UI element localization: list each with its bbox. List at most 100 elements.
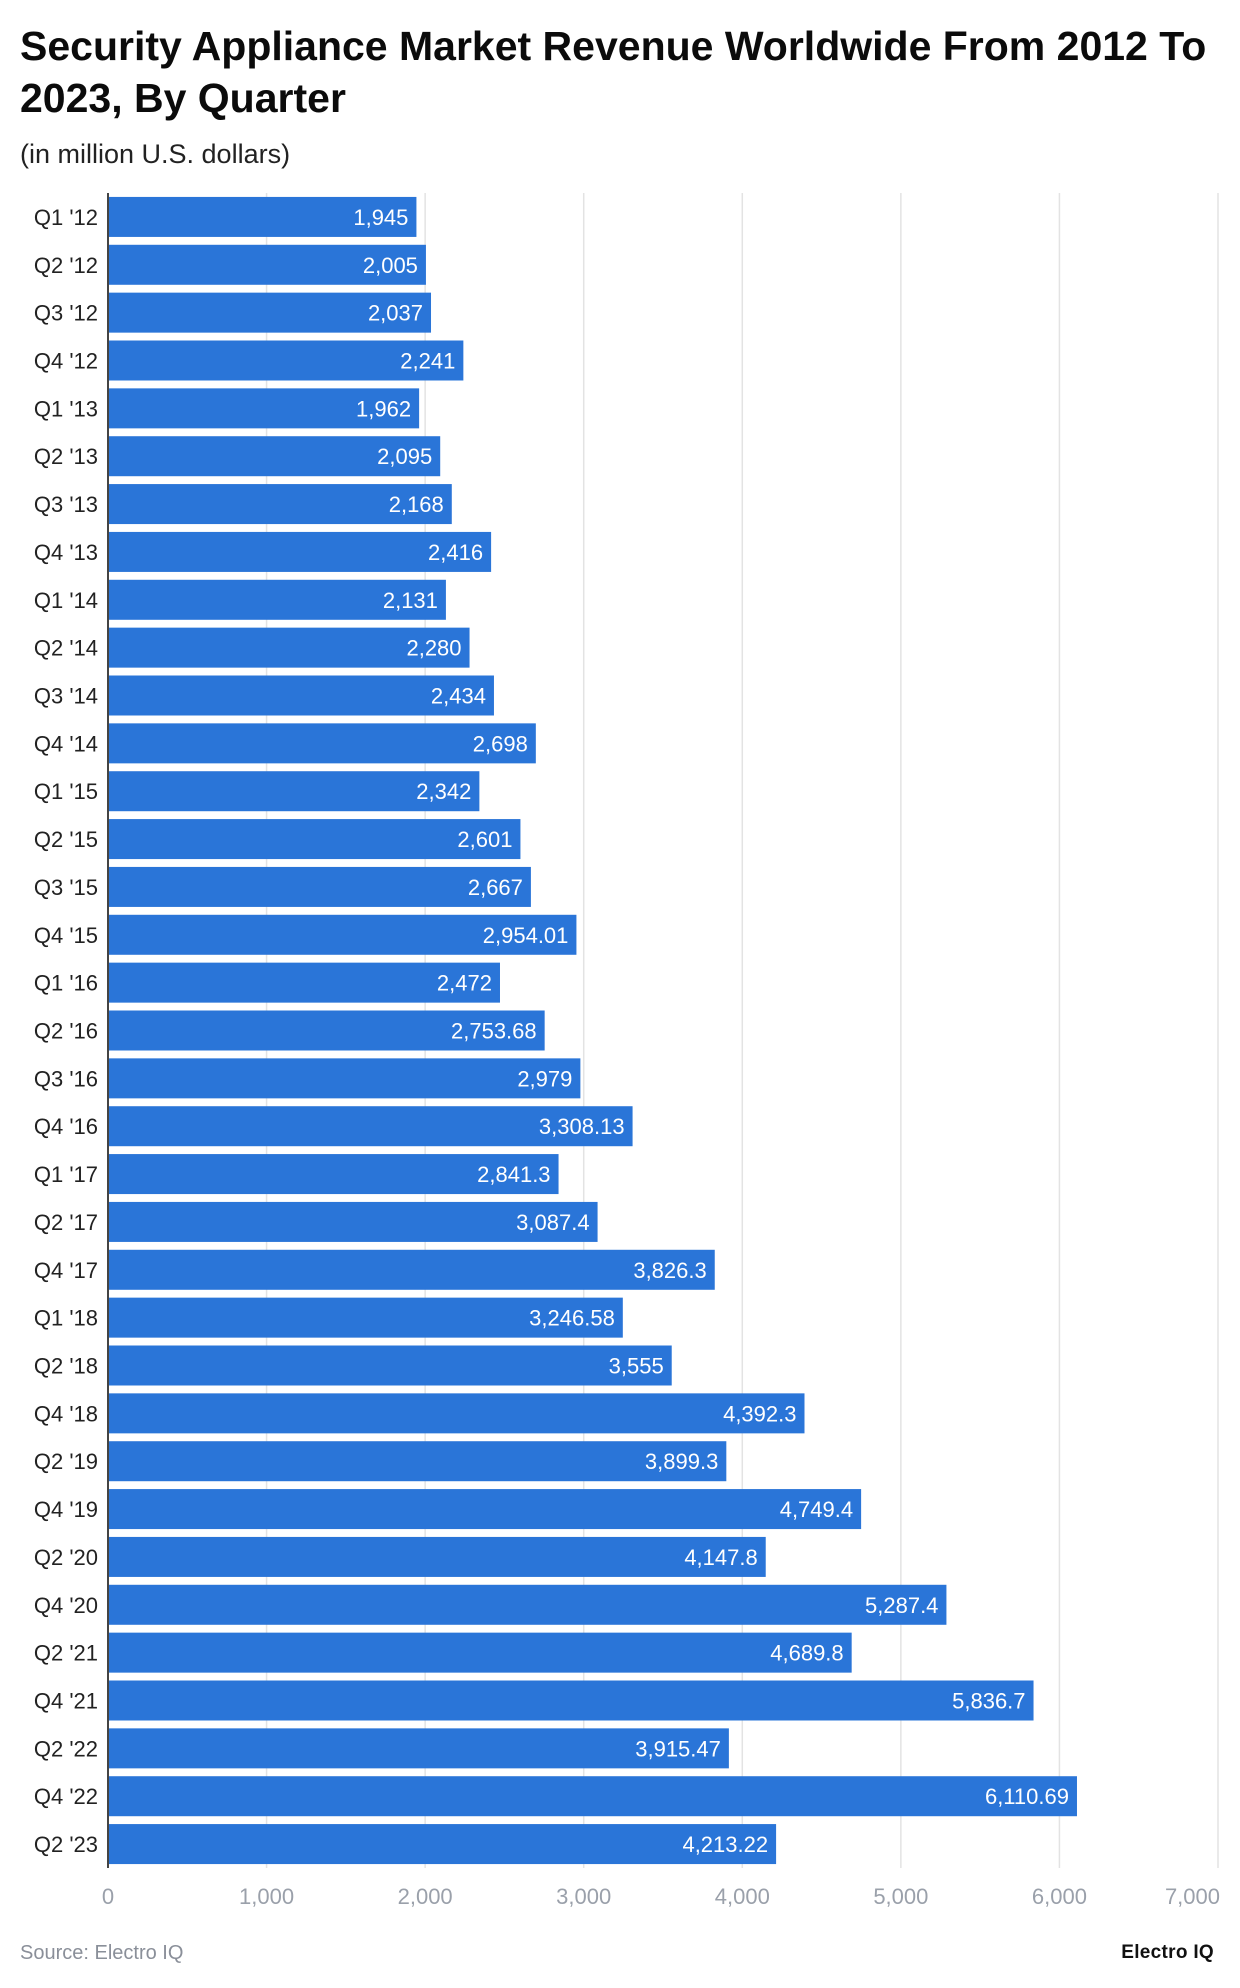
bar-value-label: 3,087.4 [516, 1210, 589, 1235]
bar [108, 1106, 633, 1147]
bar [108, 531, 492, 572]
x-tick-label: 2,000 [398, 1884, 453, 1909]
bar-value-label: 3,555 [609, 1354, 664, 1379]
bar-value-label: 2,601 [457, 827, 512, 852]
bar [108, 819, 521, 860]
bar [108, 1154, 559, 1195]
bar [108, 771, 480, 812]
bar-value-label: 2,841.3 [477, 1162, 550, 1187]
chart-title: Security Appliance Market Revenue Worldw… [20, 23, 1207, 121]
x-tick-label: 0 [102, 1884, 114, 1909]
bar [108, 1776, 1077, 1817]
category-label: Q4 '19 [34, 1497, 98, 1522]
bar [108, 1010, 545, 1051]
bar [108, 1728, 729, 1769]
category-label: Q2 '17 [34, 1210, 98, 1235]
bar-value-label: 2,667 [468, 875, 523, 900]
category-label: Q4 '16 [34, 1114, 98, 1139]
bar [108, 1441, 727, 1482]
bar-value-label: 3,246.58 [529, 1306, 615, 1331]
category-label: Q3 '12 [34, 301, 98, 326]
category-label: Q1 '17 [34, 1162, 98, 1187]
category-label: Q2 '15 [34, 827, 98, 852]
bar-value-label: 4,689.8 [770, 1641, 843, 1666]
category-label: Q2 '21 [34, 1641, 98, 1666]
bar [108, 196, 417, 237]
bar [108, 1489, 862, 1530]
category-label: Q2 '14 [34, 636, 98, 661]
category-label: Q2 '23 [34, 1832, 98, 1857]
category-label: Q4 '20 [34, 1593, 98, 1618]
category-label: Q4 '18 [34, 1401, 98, 1426]
category-label: Q3 '16 [34, 1066, 98, 1091]
x-tick-label: 1,000 [239, 1884, 294, 1909]
bar-value-label: 2,698 [473, 731, 528, 756]
bar-value-label: 5,836.7 [952, 1689, 1025, 1714]
bar [108, 388, 420, 429]
bar [108, 1345, 672, 1386]
bar [108, 1249, 715, 1290]
source-note: Source: Electro IQ [20, 1942, 184, 1964]
bar-value-label: 4,749.4 [780, 1497, 853, 1522]
bar-chart: 1,945 Q1 '12 2,005 Q2 '12 2,037 Q3 '12 2,241 Q4… [34, 193, 1220, 1909]
bar-value-label: 2,005 [363, 253, 418, 278]
bar [108, 244, 426, 285]
bar-value-label: 2,342 [416, 779, 471, 804]
category-label: Q1 '13 [34, 396, 98, 421]
bar-value-label: 2,979 [517, 1066, 572, 1091]
bar-value-label: 4,213.22 [682, 1832, 768, 1857]
bar-value-label: 3,308.13 [539, 1114, 625, 1139]
bar [108, 292, 432, 333]
category-label: Q1 '14 [34, 588, 98, 613]
bar [108, 1393, 805, 1434]
bar-value-label: 4,392.3 [723, 1401, 796, 1426]
bar [108, 914, 577, 955]
bar-value-label: 4,147.8 [684, 1545, 757, 1570]
bar-value-label: 2,472 [437, 971, 492, 996]
bar [108, 1536, 766, 1577]
bar-value-label: 3,826.3 [633, 1258, 706, 1283]
category-label: Q3 '15 [34, 875, 98, 900]
bar-value-label: 2,753.68 [451, 1019, 537, 1044]
bar-value-label: 2,168 [389, 492, 444, 517]
category-label: Q2 '16 [34, 1019, 98, 1044]
chart-subtitle: (in million U.S. dollars) [20, 139, 291, 169]
bar [108, 1058, 581, 1099]
bar-value-label: 2,037 [368, 301, 423, 326]
category-label: Q2 '13 [34, 444, 98, 469]
bar-value-label: 2,241 [400, 349, 455, 374]
category-label: Q2 '22 [34, 1736, 98, 1761]
x-tick-label: 4,000 [715, 1884, 770, 1909]
category-label: Q1 '16 [34, 971, 98, 996]
bar [108, 484, 452, 525]
category-label: Q1 '12 [34, 205, 98, 230]
bar [108, 1824, 777, 1865]
bar [108, 1584, 947, 1625]
brand-logo: Electro IQ [1121, 1942, 1214, 1963]
category-label: Q4 '15 [34, 923, 98, 948]
bar-value-label: 3,915.47 [635, 1736, 721, 1761]
bar [108, 1680, 1034, 1721]
bar [108, 579, 446, 620]
category-label: Q4 '22 [34, 1784, 98, 1809]
x-tick-label: 3,000 [556, 1884, 611, 1909]
category-label: Q2 '18 [34, 1354, 98, 1379]
x-tick-label: 6,000 [1032, 1884, 1087, 1909]
bar-value-label: 1,962 [356, 396, 411, 421]
bar-value-label: 2,280 [406, 636, 461, 661]
category-label: Q2 '19 [34, 1449, 98, 1474]
category-label: Q2 '12 [34, 253, 98, 278]
bar-value-label: 6,110.69 [985, 1784, 1069, 1809]
bar [108, 1201, 598, 1242]
category-label: Q3 '13 [34, 492, 98, 517]
bar-value-label: 2,954.01 [483, 923, 569, 948]
bar-value-label: 1,945 [353, 205, 408, 230]
bar-value-label: 2,095 [377, 444, 432, 469]
bar [108, 627, 470, 668]
category-label: Q4 '12 [34, 349, 98, 374]
category-label: Q1 '15 [34, 779, 98, 804]
category-label: Q1 '18 [34, 1306, 98, 1331]
category-label: Q4 '17 [34, 1258, 98, 1283]
category-label: Q4 '13 [34, 540, 98, 565]
category-label: Q2 '20 [34, 1545, 98, 1570]
